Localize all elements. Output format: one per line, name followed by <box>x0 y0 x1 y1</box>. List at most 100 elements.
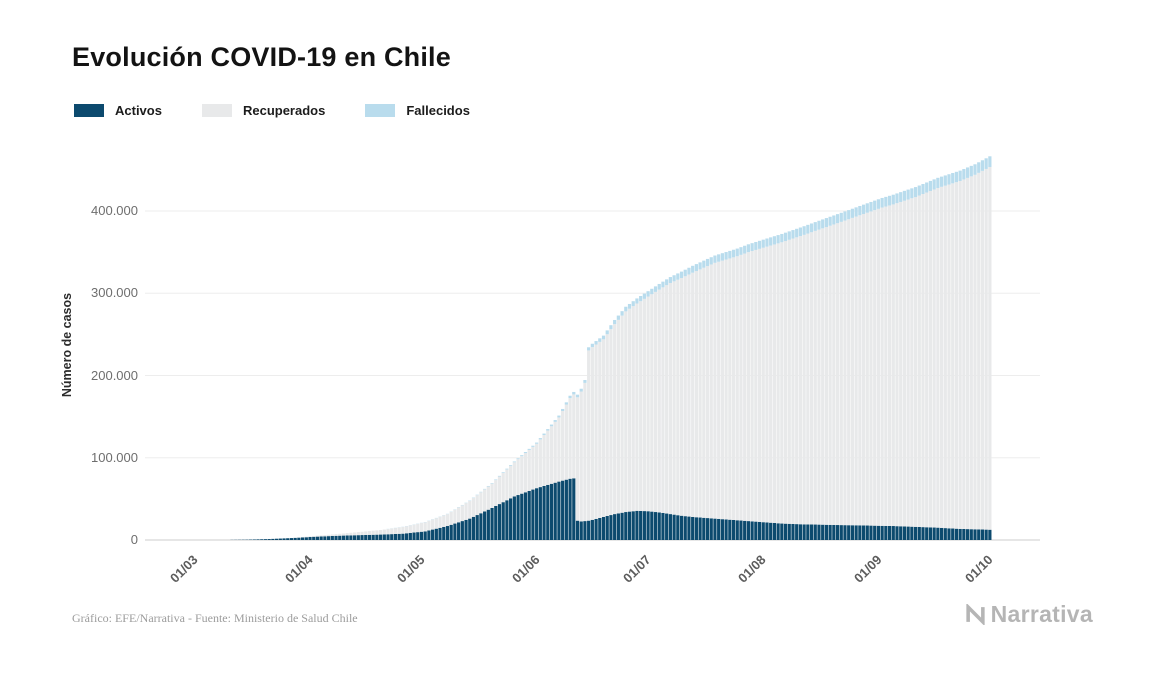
bar-activos <box>379 534 383 540</box>
bar-activos <box>761 522 765 540</box>
bar-activos <box>538 487 542 540</box>
bar-activos <box>817 524 821 540</box>
bar-recuperados <box>761 247 765 523</box>
bar-recuperados <box>735 256 739 521</box>
bar-activos <box>282 538 286 540</box>
bar-recuperados <box>449 511 453 525</box>
bar-fallecidos <box>683 269 687 277</box>
bar-recuperados <box>787 239 791 524</box>
bar-activos <box>408 532 412 540</box>
bar-recuperados <box>579 391 583 522</box>
bar-fallecidos <box>728 250 732 259</box>
bar-activos <box>977 529 981 540</box>
bar-activos <box>330 535 334 540</box>
bar-recuperados <box>364 531 368 535</box>
bar-activos <box>988 529 992 540</box>
bar-fallecidos <box>910 188 914 199</box>
bar-activos <box>345 535 349 540</box>
bar-activos <box>360 535 364 540</box>
bar-fallecidos <box>791 230 795 239</box>
bar-fallecidos <box>687 267 691 275</box>
legend-swatch-fallecidos <box>365 104 396 117</box>
bar-activos <box>731 519 736 540</box>
bar-activos <box>449 524 453 540</box>
bar-activos <box>401 533 405 540</box>
bar-fallecidos <box>902 190 907 201</box>
bar-fallecidos <box>743 245 747 254</box>
bar-fallecidos <box>598 338 602 342</box>
bar-activos <box>795 524 799 540</box>
bar-recuperados <box>754 249 758 522</box>
bar-fallecidos <box>538 438 542 440</box>
bar-activos <box>951 528 955 540</box>
bar-fallecidos <box>880 197 884 208</box>
bar-activos <box>579 521 583 540</box>
bar-fallecidos <box>965 167 970 178</box>
bar-activos <box>980 529 985 540</box>
bar-activos <box>557 481 561 540</box>
bar-activos <box>349 535 353 540</box>
bar-recuperados <box>353 532 357 536</box>
bar-fallecidos <box>587 347 591 351</box>
bar-recuperados <box>854 216 858 526</box>
bar-recuperados <box>475 495 479 516</box>
bar-fallecidos <box>731 249 736 258</box>
bar-activos <box>709 518 713 540</box>
bar-recuperados <box>397 527 401 534</box>
bar-activos <box>835 525 840 540</box>
bar-recuperados <box>315 535 320 537</box>
bar-fallecidos <box>594 341 598 345</box>
bar-recuperados <box>434 518 438 529</box>
page-title: Evolución COVID-19 en Chile <box>72 42 451 72</box>
bar-activos <box>568 478 572 540</box>
bar-recuperados <box>527 449 531 491</box>
bar-recuperados <box>601 339 606 517</box>
bar-recuperados <box>509 465 513 499</box>
bar-activos <box>278 538 282 540</box>
bar-fallecidos <box>954 171 959 183</box>
bar-activos <box>341 535 346 540</box>
bar-activos <box>483 511 487 540</box>
bar-activos <box>776 523 780 540</box>
bar-fallecidos <box>494 479 498 481</box>
bar-fallecidos <box>869 201 873 212</box>
bar-recuperados <box>405 526 409 534</box>
bar-activos <box>858 525 862 540</box>
bar-activos <box>639 510 643 540</box>
bar-fallecidos <box>549 424 554 427</box>
bar-activos <box>371 534 375 540</box>
bar-fallecidos <box>720 253 724 261</box>
bar-recuperados <box>613 324 617 515</box>
bar-activos <box>735 520 739 540</box>
bar-activos <box>921 527 925 540</box>
bar-fallecidos <box>479 491 483 493</box>
bar-fallecidos <box>605 330 609 335</box>
bar-activos <box>717 518 721 540</box>
y-tick-label: 400.000 <box>91 203 138 218</box>
bar-activos <box>821 524 825 540</box>
bar-fallecidos <box>821 219 825 229</box>
bar-activos <box>854 525 858 540</box>
bar-recuperados <box>665 285 669 514</box>
bar-activos <box>928 527 933 540</box>
bar-activos <box>457 522 461 540</box>
bar-activos <box>899 526 903 540</box>
bar-recuperados <box>442 515 446 527</box>
bar-activos <box>650 511 654 540</box>
bar-recuperados <box>843 220 847 526</box>
bar-fallecidos <box>925 182 929 193</box>
bar-recuperados <box>627 308 632 512</box>
bar-recuperados <box>538 439 542 488</box>
bar-fallecidos <box>973 164 977 175</box>
bar-activos <box>334 535 338 540</box>
bar-recuperados <box>564 404 568 480</box>
bar-recuperados <box>341 533 346 536</box>
bar-fallecidos <box>564 402 568 405</box>
bar-recuperados <box>590 347 594 520</box>
bar-fallecidos <box>542 433 546 435</box>
bar-recuperados <box>616 319 620 514</box>
bar-recuperados <box>464 503 468 520</box>
bar-recuperados <box>330 534 334 536</box>
bar-recuperados <box>431 519 435 530</box>
bar-activos <box>943 528 947 540</box>
